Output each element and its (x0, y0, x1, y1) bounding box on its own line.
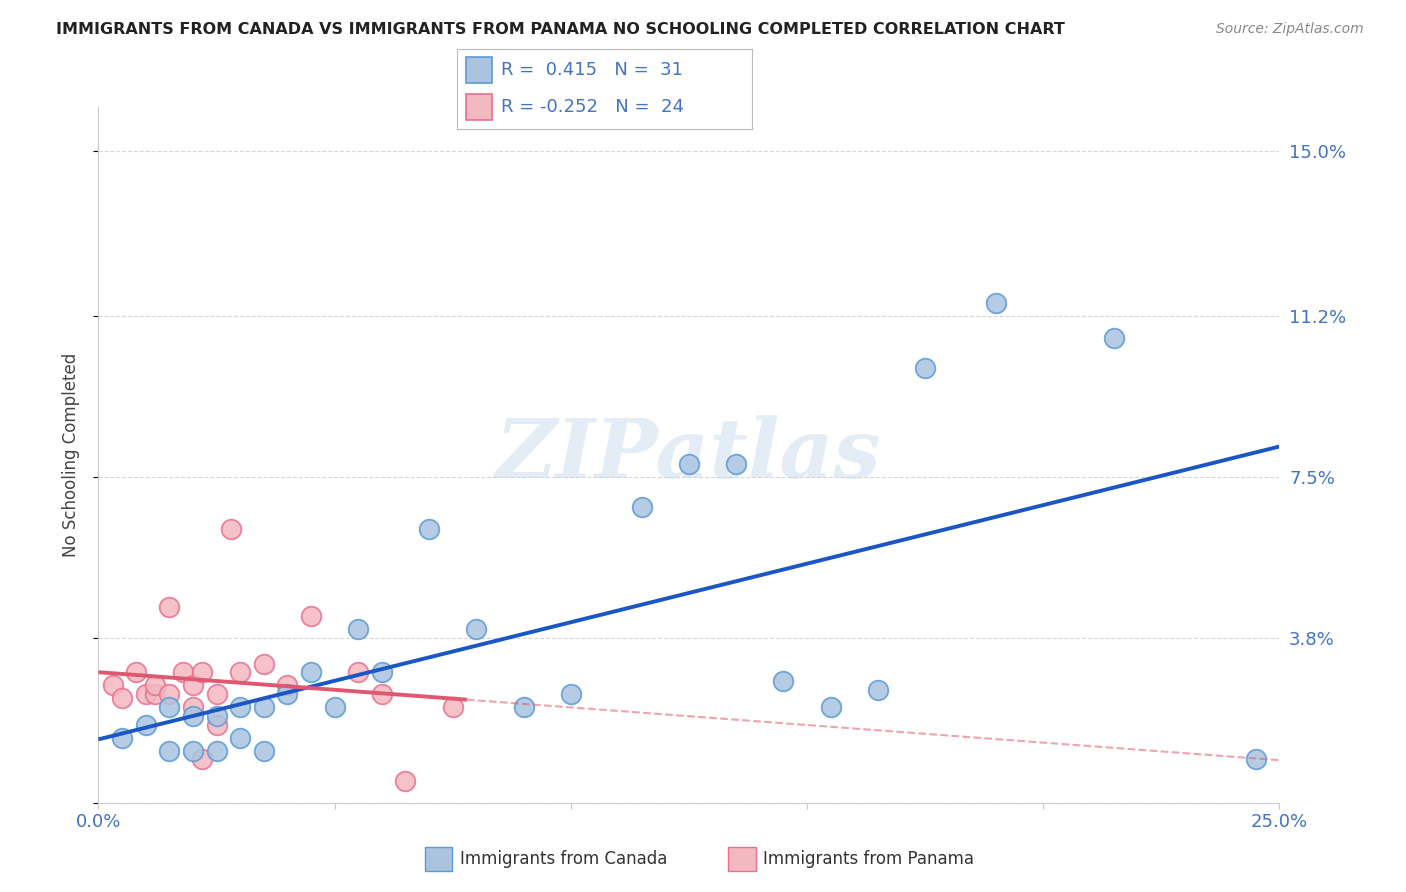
Point (219, 522, 242, 536)
Text: R = -0.252   N =  24: R = -0.252 N = 24 (501, 98, 685, 116)
Point (914, 360, 936, 375)
Point (371, 687, 394, 701)
Point (465, 622, 488, 636)
Point (772, 674, 794, 689)
Point (418, 522, 440, 536)
Point (630, 500, 652, 514)
Point (347, 665, 370, 680)
Point (866, 682, 889, 697)
Text: Source: ZipAtlas.com: Source: ZipAtlas.com (1216, 22, 1364, 37)
Point (181, 744, 204, 758)
Point (157, 687, 180, 701)
Text: IMMIGRANTS FROM CANADA VS IMMIGRANTS FROM PANAMA NO SCHOOLING COMPLETED CORRELAT: IMMIGRANTS FROM CANADA VS IMMIGRANTS FRO… (56, 22, 1066, 37)
Point (253, 700, 276, 714)
Point (111, 691, 134, 706)
Point (229, 731, 252, 745)
Bar (465, 94, 492, 120)
Point (135, 687, 157, 701)
Point (678, 457, 700, 471)
Point (181, 678, 204, 692)
Point (441, 700, 464, 714)
Point (157, 700, 180, 714)
Point (299, 665, 322, 680)
Point (725, 457, 748, 471)
Point (253, 657, 276, 671)
Point (143, 687, 166, 701)
Point (371, 665, 394, 680)
Point (157, 600, 180, 615)
Text: R =  0.415   N =  31: R = 0.415 N = 31 (501, 61, 683, 78)
Point (229, 665, 252, 680)
Point (191, 752, 214, 766)
Point (181, 708, 204, 723)
Text: ZIPatlas: ZIPatlas (496, 415, 882, 495)
Point (560, 687, 582, 701)
Point (820, 700, 842, 714)
Point (205, 687, 228, 701)
Point (191, 665, 214, 680)
Point (276, 678, 298, 692)
Point (347, 622, 370, 636)
Point (1102, 330, 1125, 344)
Point (205, 717, 228, 731)
Point (229, 700, 252, 714)
Point (135, 717, 157, 731)
Bar (465, 57, 492, 83)
Point (125, 665, 148, 680)
Point (205, 708, 228, 723)
Point (101, 678, 124, 692)
Point (205, 744, 228, 758)
Bar (425, 847, 453, 871)
Bar (728, 847, 755, 871)
Text: Immigrants from Panama: Immigrants from Panama (763, 850, 974, 868)
Text: Immigrants from Canada: Immigrants from Canada (460, 850, 668, 868)
Point (111, 731, 134, 745)
Y-axis label: No Schooling Completed: No Schooling Completed (62, 353, 80, 557)
Point (276, 687, 298, 701)
Point (181, 700, 204, 714)
Point (323, 700, 346, 714)
Point (172, 665, 194, 680)
Point (253, 744, 276, 758)
Point (299, 608, 322, 623)
Point (143, 678, 166, 692)
Point (394, 774, 416, 789)
Point (512, 700, 534, 714)
Point (984, 295, 1007, 310)
Point (1244, 752, 1267, 766)
Point (157, 744, 180, 758)
